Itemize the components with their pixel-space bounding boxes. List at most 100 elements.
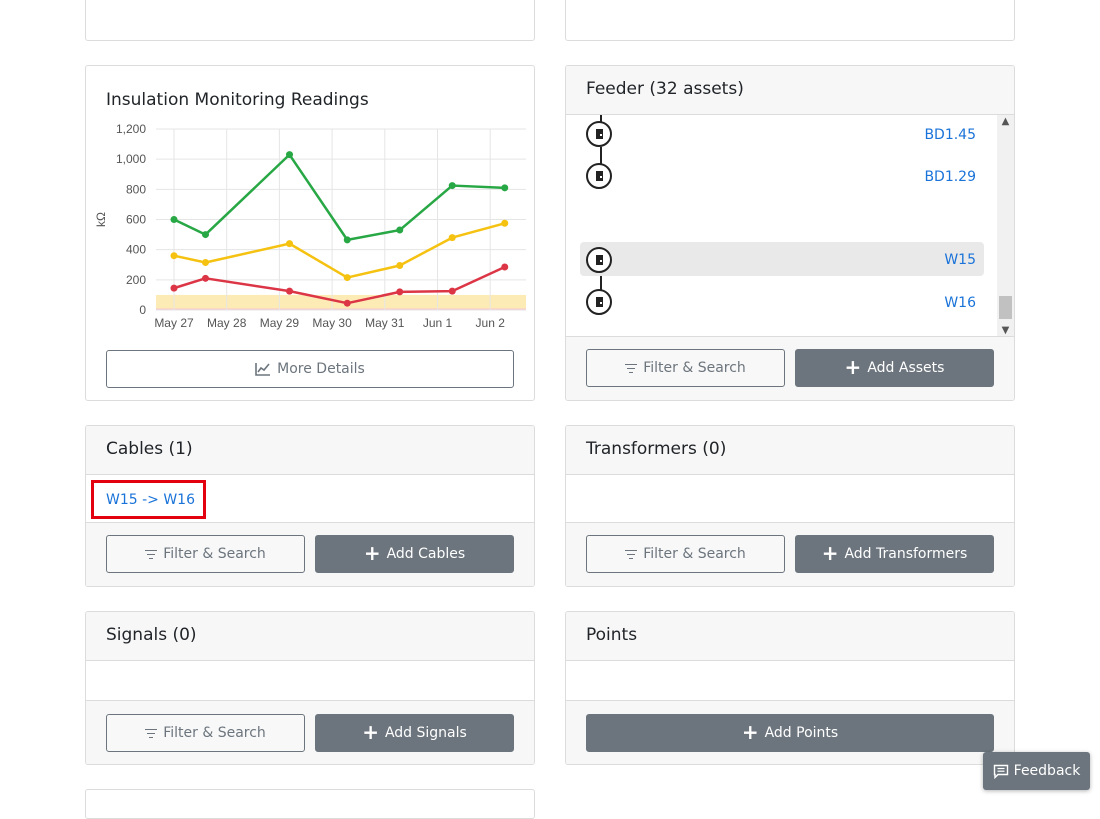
y-tick-label: 600 [126,213,146,227]
scroll-thumb[interactable] [999,296,1012,319]
door-icon[interactable] [586,121,612,147]
transformers-filter-button[interactable]: Filter & Search [586,535,785,573]
cable-link-w15-w16[interactable]: W15 -> W16 [106,492,195,508]
y-tick-label: 1,200 [116,122,146,136]
signals-filter-button[interactable]: Filter & Search [106,714,305,752]
transformers-card: Transformers (0) Filter & Search + Add T… [565,425,1015,587]
y-axis-label: kΩ [94,212,108,227]
x-tick-label: May 31 [365,316,405,330]
asset-link-bd1-29[interactable]: BD1.29 [924,169,976,185]
asset-link-w16[interactable]: W16 [944,295,976,311]
plus-icon: + [741,720,759,744]
y-tick-label: 200 [126,273,146,287]
data-point [202,258,209,266]
data-point [501,219,509,227]
x-tick-label: May 27 [154,316,194,330]
chart-card-title: Insulation Monitoring Readings [106,90,369,110]
signals-title: Signals (0) [106,625,197,645]
add-transformers-button[interactable]: + Add Transformers [795,535,994,573]
plus-icon: + [821,541,839,565]
y-tick-label: 1,000 [116,152,146,166]
filter-icon [145,549,158,559]
feeder-connector-line [600,147,602,165]
data-point [501,184,509,192]
data-point [448,182,456,190]
feeder-asset-list[interactable]: BD1.45 BD1.29 W15 W16 ▲ ▼ [566,115,1014,338]
data-point [396,288,404,296]
door-icon[interactable] [586,163,612,189]
more-details-label: More Details [277,361,365,377]
feedback-button[interactable]: Feedback [983,752,1090,790]
transformers-title: Transformers (0) [586,439,727,459]
highlight-box [91,480,206,519]
top-left-card [85,0,535,41]
signals-card: Signals (0) Filter & Search + Add Signal… [85,611,535,765]
cables-filter-label: Filter & Search [163,546,266,562]
points-card: Points + Add Points [565,611,1015,765]
cables-filter-button[interactable]: Filter & Search [106,535,305,573]
bottom-left-card [85,789,535,819]
add-points-button[interactable]: + Add Points [586,714,994,752]
cables-footer: Filter & Search + Add Cables [86,522,534,586]
chart-line-icon [255,363,271,376]
transformers-footer: Filter & Search + Add Transformers [566,522,1014,586]
data-point [448,287,456,295]
transformers-filter-label: Filter & Search [643,546,746,562]
add-signals-button[interactable]: + Add Signals [315,714,514,752]
data-point [343,236,351,244]
scroll-up-icon[interactable]: ▲ [1001,116,1010,127]
asset-link-w15[interactable]: W15 [944,252,976,268]
signals-footer: Filter & Search + Add Signals [86,700,534,764]
cables-header: Cables (1) [86,426,534,475]
y-tick-label: 0 [139,303,146,317]
data-point [286,151,293,159]
data-point [170,252,178,260]
cables-card: Cables (1) W15 -> W16 Filter & Search + … [85,425,535,587]
feeder-connector-line [600,115,602,123]
filter-icon [625,363,638,373]
add-transformers-label: Add Transformers [844,546,968,562]
add-signals-label: Add Signals [384,725,467,741]
insulation-line-chart: 0 200 400 600 800 1,000 1,200 May 27 May 28 May 2… [94,122,526,330]
feeder-footer: Filter & Search + Add Assets [566,336,1014,400]
data-point [396,226,404,234]
threshold-band [156,308,526,310]
series-line [173,153,505,242]
add-cables-button[interactable]: + Add Cables [315,535,514,573]
data-point [202,231,209,239]
asset-link-bd1-45[interactable]: BD1.45 [924,127,976,143]
top-right-card [565,0,1015,41]
add-points-label: Add Points [764,725,839,741]
feeder-header: Feeder (32 assets) [566,66,1014,115]
y-tick-label: 400 [126,243,146,257]
feeder-filter-label: Filter & Search [643,360,746,376]
feeder-scrollbar[interactable]: ▲ ▼ [997,115,1014,338]
x-tick-label: Jun 2 [476,316,506,330]
scroll-down-icon[interactable]: ▼ [1001,325,1010,336]
data-point [396,262,404,270]
feedback-label: Feedback [1013,763,1081,779]
feeder-card: Feeder (32 assets) BD1.45 BD1.29 W15 W16… [565,65,1015,401]
data-point [343,274,351,282]
asset-row-selected [580,242,984,276]
points-header: Points [566,612,1014,661]
door-icon[interactable] [586,289,612,315]
x-tick-label: Jun 1 [423,316,453,330]
y-tick-label: 800 [126,182,146,196]
feeder-filter-button[interactable]: Filter & Search [586,349,785,387]
filter-icon [145,728,158,738]
data-point [286,287,293,295]
x-tick-label: May 30 [312,316,352,330]
door-icon[interactable] [586,247,612,273]
feeder-title: Feeder (32 assets) [586,79,744,99]
x-tick-label: May 28 [207,316,247,330]
plus-icon: + [844,355,862,379]
series-line [173,222,506,279]
points-footer: + Add Points [566,700,1014,764]
x-tick-label: May 29 [260,316,300,330]
add-assets-button[interactable]: + Add Assets [795,349,994,387]
data-point [343,299,351,307]
data-point [448,234,456,242]
more-details-button[interactable]: More Details [106,350,514,388]
signals-filter-label: Filter & Search [163,725,266,741]
